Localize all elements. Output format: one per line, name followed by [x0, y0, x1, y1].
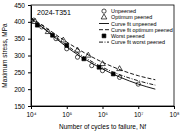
- x-tick-mark: [174, 106, 175, 109]
- legend-item: Curve fit optimum peened: [99, 27, 173, 33]
- x-tick: 10⁷: [134, 106, 144, 118]
- y-tick-mark: [28, 22, 31, 23]
- y-tick: 200: [14, 86, 31, 93]
- y-tick-label: 200: [14, 86, 25, 93]
- y-tick-mark: [28, 5, 31, 6]
- y-tick: 150: [14, 103, 31, 110]
- chart-title: 2024-T351: [37, 9, 71, 16]
- legend-label: Optimum peened: [111, 14, 152, 20]
- legend: UnpeenedOptimum peenedCurve fit unpeened…: [99, 8, 173, 45]
- legend-label: Curve fit optimum peened: [111, 27, 173, 33]
- chart: 10⁴ 10⁵ 10⁶ 10⁷ 10⁸ 150 200 250 300 350 400 450 2024…: [0, 0, 180, 133]
- plot-area: 10⁴ 10⁵ 10⁶ 10⁷ 10⁸ 150 200 250 300 350 400 450 2024…: [14, 2, 180, 118]
- x-tick-mark: [138, 106, 139, 109]
- x-tick-mark: [67, 106, 68, 109]
- x-tick-label: 10⁷: [134, 111, 144, 118]
- data-point: [35, 23, 39, 27]
- y-tick-mark: [28, 106, 31, 107]
- legend-swatch: [102, 34, 106, 38]
- legend-swatch: [99, 29, 109, 30]
- x-tick-mark: [103, 106, 104, 109]
- legend-label: Worst peened: [111, 33, 144, 39]
- legend-swatch: [101, 14, 107, 19]
- legend-label: Unpeened: [111, 8, 136, 14]
- y-tick: 350: [14, 35, 31, 42]
- x-tick-label: 10⁸: [170, 111, 180, 118]
- y-tick: 450: [14, 2, 31, 9]
- x-axis-title: Number of cycles to failure, Nf: [59, 123, 146, 131]
- x-axis: 10⁴ 10⁵ 10⁶ 10⁷ 10⁸: [26, 106, 179, 118]
- x-tick: 10⁶: [98, 106, 108, 118]
- legend-swatch: [102, 9, 106, 13]
- legend-swatch: [99, 42, 109, 43]
- y-tick-mark: [28, 72, 31, 73]
- legend-swatch: [99, 23, 109, 24]
- x-tick-label: 10⁵: [62, 111, 72, 118]
- y-tick-mark: [28, 89, 31, 90]
- x-tick-label: 10⁴: [26, 111, 36, 118]
- y-tick-label: 250: [14, 69, 25, 76]
- x-tick: 10⁸: [170, 106, 180, 118]
- y-tick: 250: [14, 69, 31, 76]
- y-axis-title: Maximum stress, MPa: [1, 23, 8, 88]
- y-tick-label: 450: [14, 2, 25, 9]
- legend-label: Curve fit worst peened: [111, 39, 165, 45]
- legend-item: Optimum peened: [101, 14, 152, 20]
- y-tick-label: 400: [14, 18, 25, 25]
- y-axis: 150 200 250 300 350 400 450: [14, 2, 31, 110]
- x-tick: 10⁵: [62, 106, 72, 118]
- y-tick-mark: [28, 39, 31, 40]
- y-tick-label: 350: [14, 35, 25, 42]
- y-tick-label: 150: [14, 103, 25, 110]
- legend-item: Curve fit unpeened: [99, 21, 157, 27]
- plot-frame: [31, 5, 174, 106]
- legend-label: Curve fit unpeened: [111, 21, 157, 27]
- y-tick: 400: [14, 18, 31, 25]
- y-tick: 300: [14, 52, 31, 59]
- x-tick: 10⁴: [26, 106, 36, 118]
- legend-item: Curve fit worst peened: [99, 39, 165, 45]
- y-tick-mark: [28, 56, 31, 57]
- legend-item: Unpeened: [102, 8, 136, 14]
- legend-item: Worst peened: [102, 33, 144, 39]
- y-tick-label: 300: [14, 52, 25, 59]
- x-tick-label: 10⁶: [98, 111, 108, 118]
